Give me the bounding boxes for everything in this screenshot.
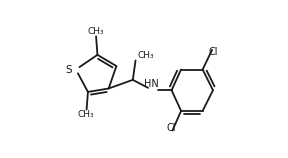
Text: Cl: Cl <box>208 47 218 57</box>
Text: S: S <box>65 64 72 75</box>
Text: Cl: Cl <box>167 123 176 133</box>
Text: CH₃: CH₃ <box>87 27 104 36</box>
Text: HN: HN <box>144 79 159 89</box>
Text: CH₃: CH₃ <box>138 51 154 60</box>
Text: CH₃: CH₃ <box>78 110 94 119</box>
